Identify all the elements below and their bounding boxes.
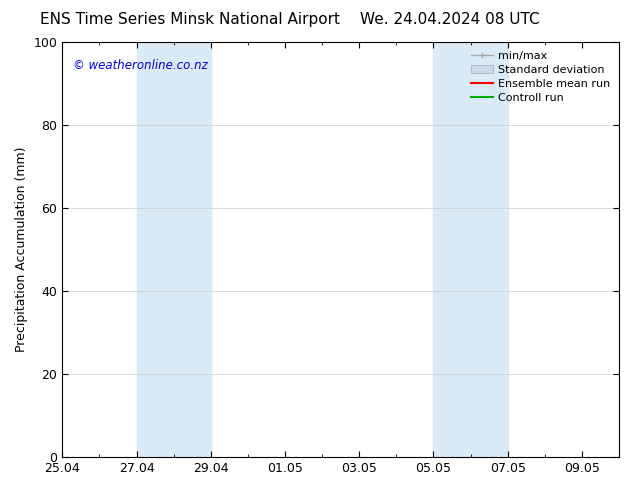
Legend: min/max, Standard deviation, Ensemble mean run, Controll run: min/max, Standard deviation, Ensemble me… (468, 48, 614, 106)
Y-axis label: Precipitation Accumulation (mm): Precipitation Accumulation (mm) (15, 147, 28, 352)
Text: ENS Time Series Minsk National Airport: ENS Time Series Minsk National Airport (40, 12, 340, 27)
Bar (136, 42, 210, 457)
Bar (434, 42, 508, 457)
Text: We. 24.04.2024 08 UTC: We. 24.04.2024 08 UTC (360, 12, 540, 27)
Text: © weatheronline.co.nz: © weatheronline.co.nz (74, 59, 208, 72)
